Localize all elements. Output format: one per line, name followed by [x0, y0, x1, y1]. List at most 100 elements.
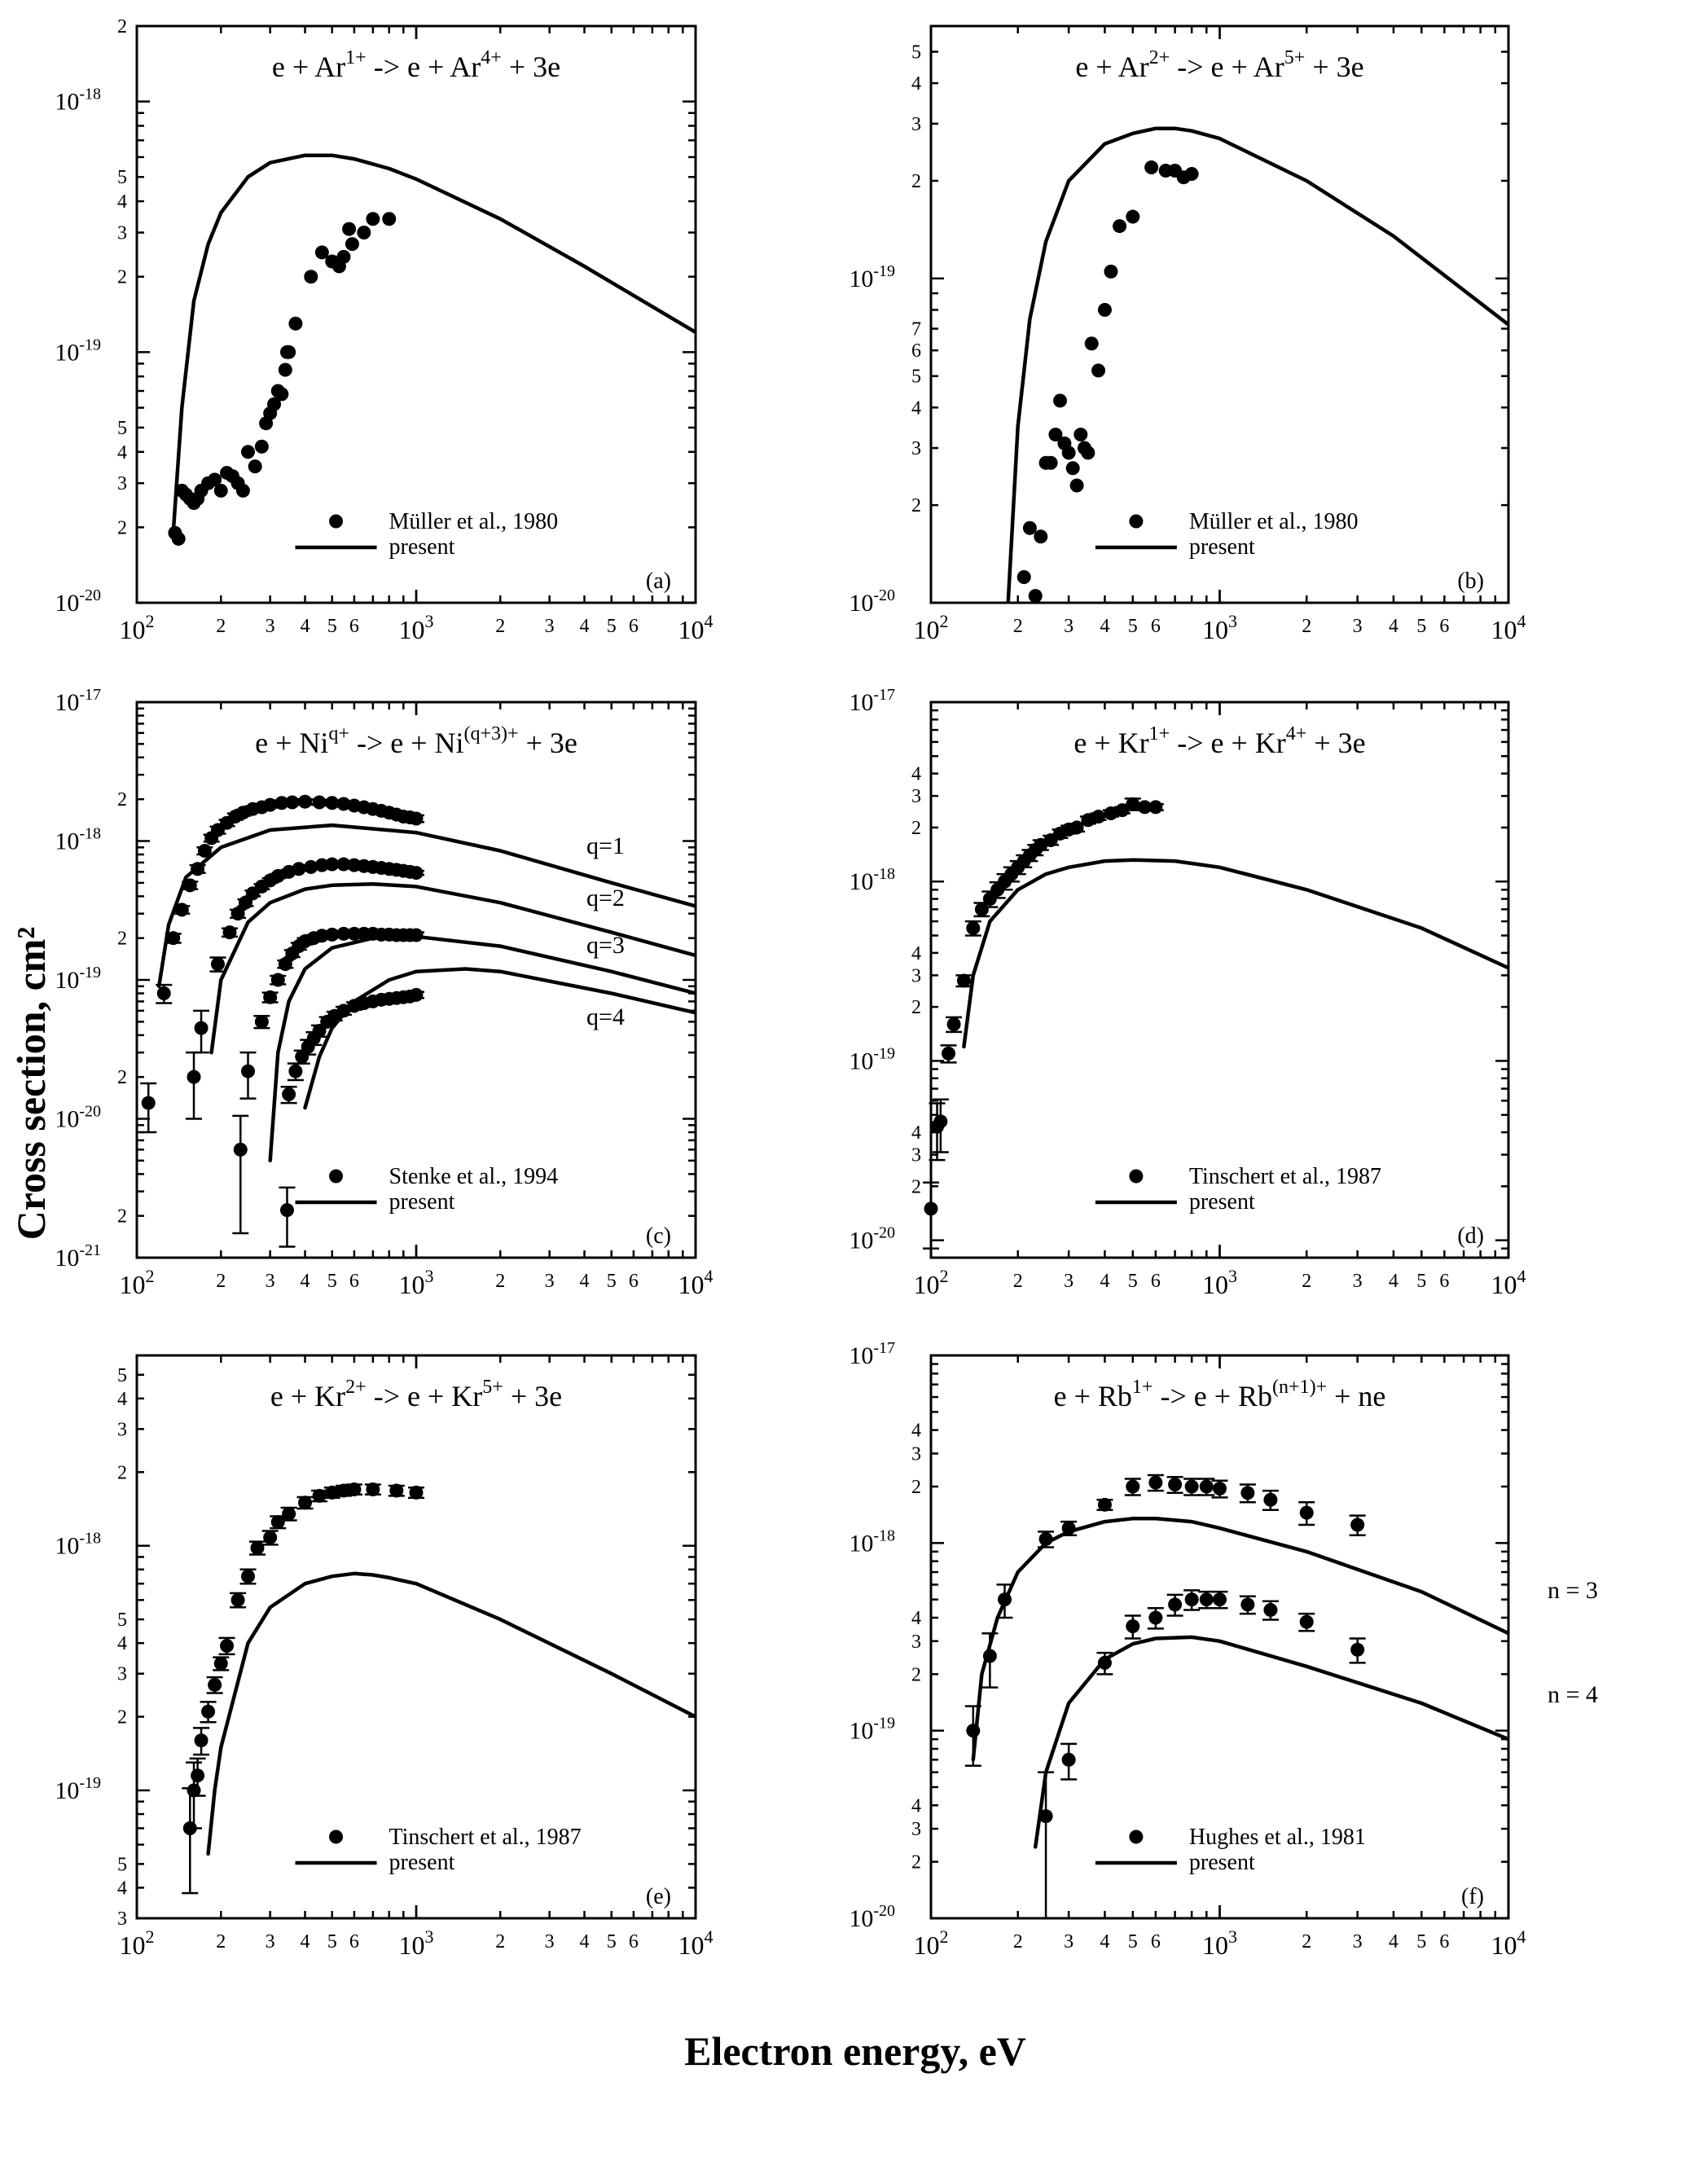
x-tick-label: 5 [327, 1931, 337, 1952]
data-point [274, 387, 289, 402]
data-point [1126, 1479, 1140, 1494]
curve-present [171, 153, 696, 535]
data-point [231, 907, 245, 921]
y-tick-label: 2 [911, 171, 921, 192]
data-point [1126, 209, 1140, 224]
y-tick-label: 10-18 [849, 865, 895, 895]
y-tick-label: 10-20 [849, 1902, 895, 1932]
data-point [248, 459, 262, 474]
data-point [267, 397, 282, 411]
y-tick-label: 6 [911, 340, 921, 362]
legend-marker [1129, 1169, 1144, 1184]
y-tick-label: 3 [911, 965, 921, 986]
y-tick-label: 4 [911, 764, 921, 785]
data-point [1126, 797, 1140, 811]
data-point [1061, 446, 1076, 460]
data-point [231, 1592, 245, 1607]
data-point [240, 1064, 255, 1078]
data-point [298, 794, 313, 809]
y-tick-label: 10-18 [55, 1530, 101, 1560]
x-tick-label: 3 [545, 1931, 555, 1952]
x-tick-label: 2 [216, 1931, 226, 1952]
curve-q2 [209, 882, 696, 1055]
data-point [208, 1677, 222, 1692]
x-tick-label: 102 [914, 611, 949, 644]
data-point [325, 1485, 340, 1500]
x-tick-label: 3 [1064, 1931, 1074, 1952]
panel-label: (d) [1457, 1223, 1484, 1249]
data-point [288, 316, 303, 331]
x-tick-label: 4 [1389, 1931, 1398, 1952]
x-tick-label: 2 [216, 1271, 226, 1292]
y-tick-label: 2 [117, 267, 127, 288]
x-tick-label: 2 [1302, 1271, 1311, 1292]
data-point [409, 987, 424, 1002]
data-point [1213, 1592, 1227, 1607]
data-point [1081, 446, 1095, 460]
data-point [336, 1004, 351, 1018]
data-point [924, 1201, 938, 1216]
y-tick-label: 4 [911, 943, 921, 964]
data-point [1097, 302, 1112, 317]
x-tick-label: 4 [301, 1931, 310, 1952]
y-tick-label: 10-19 [55, 336, 101, 366]
data-point [235, 483, 250, 498]
data-point [141, 1096, 156, 1110]
x-tick-label: 102 [914, 1926, 949, 1960]
y-tick-label: 3 [117, 1419, 127, 1440]
y-tick-label: 10-19 [849, 1044, 895, 1074]
y-tick-label: 10-18 [849, 1526, 895, 1557]
x-tick-label: 5 [1416, 1931, 1426, 1952]
x-tick-label: 104 [1491, 1266, 1526, 1299]
x-tick-label: 6 [1151, 616, 1161, 637]
data-point [966, 920, 981, 935]
curve-present [962, 858, 1508, 1049]
y-tick-label: 10-20 [55, 1103, 101, 1133]
y-tick-label: 4 [911, 1122, 921, 1144]
panel-title: e + Ar2+ -> e + Ar5+ + 3e [1075, 47, 1363, 83]
legend-line-label: present [1189, 1189, 1255, 1214]
curve-present [1006, 126, 1508, 603]
x-tick-label: 6 [1439, 1271, 1449, 1292]
data-point [1065, 461, 1080, 476]
y-tick-label: 5 [911, 42, 921, 64]
data-point [1199, 1479, 1214, 1494]
data-point [166, 931, 181, 946]
data-point [240, 1569, 255, 1583]
legend-marker [329, 1169, 344, 1184]
data-point [1069, 478, 1084, 493]
data-point [1053, 393, 1068, 408]
data-point [187, 1070, 201, 1084]
x-tick-label: 6 [349, 1271, 359, 1292]
data-point [1061, 1521, 1076, 1535]
x-tick-label: 103 [399, 611, 434, 644]
y-tick-label: 2 [911, 818, 921, 839]
data-point [312, 1488, 327, 1503]
x-tick-label: 3 [1353, 616, 1363, 637]
y-tick-label: 2 [911, 1852, 921, 1873]
panel-title: e + Rb1+ -> e + Rb(n+1)+ + ne [1054, 1377, 1386, 1412]
data-point [1263, 1602, 1278, 1617]
y-tick-label: 4 [911, 1421, 921, 1442]
y-tick-label: 3 [911, 1819, 921, 1840]
panel-title: e + Ar1+ -> e + Ar4+ + 3e [272, 47, 560, 83]
panel-title: e + Niq+ -> e + Ni(q+3)+ + 3e [255, 723, 577, 759]
y-tick-label: 10-17 [55, 686, 101, 716]
legend-marker [329, 1829, 344, 1844]
x-tick-label: 4 [580, 1931, 590, 1952]
data-point [956, 973, 971, 988]
data-point [946, 1017, 961, 1031]
y-tick-label: 3 [117, 473, 127, 494]
y-tick-label: 5 [117, 1365, 127, 1386]
legend-points-label: Hughes et al., 1981 [1189, 1825, 1366, 1850]
data-point [314, 245, 329, 260]
y-tick-label: 3 [117, 1908, 127, 1930]
data-point [263, 1531, 278, 1545]
data-point [270, 868, 285, 883]
legend-points-label: Tinschert et al., 1987 [389, 1825, 582, 1850]
data-point [254, 1014, 269, 1029]
panel-label: (c) [646, 1223, 671, 1249]
x-tick-label: 102 [120, 1266, 155, 1299]
y-tick-label: 2 [911, 997, 921, 1018]
